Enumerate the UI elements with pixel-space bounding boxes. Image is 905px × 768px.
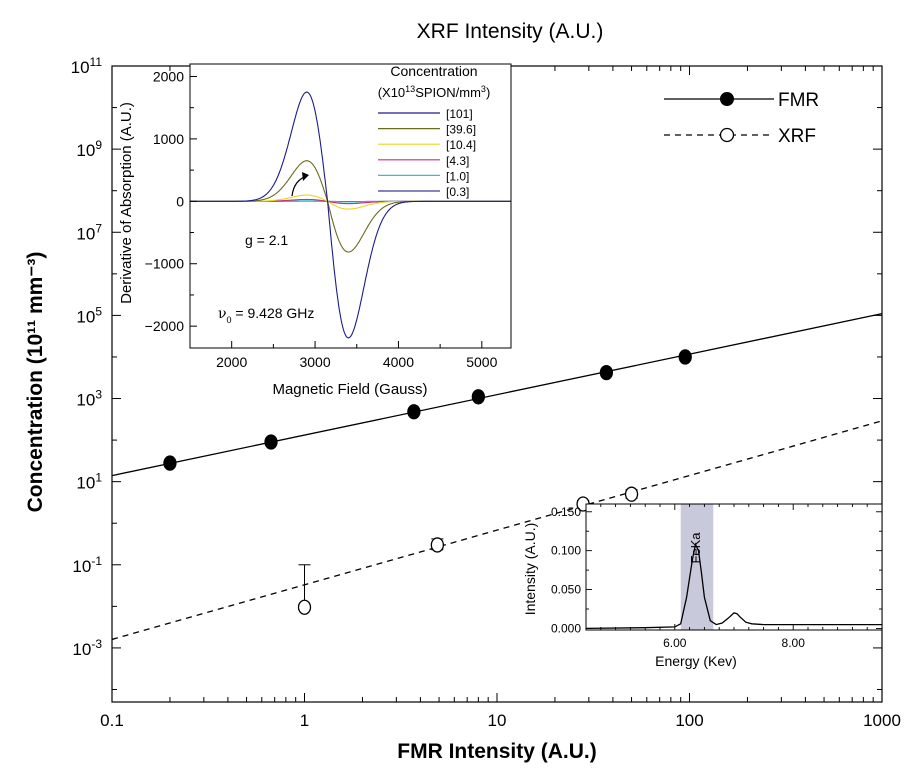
inset-esr-annotations: g = 2.1 ν0 = 9.428 GHz: [218, 172, 314, 325]
fit-line-fmr: [111, 313, 883, 477]
point-fmr: [407, 404, 421, 420]
inset-esr-legend-subtitle: (X1013SPION/mm3): [378, 84, 491, 100]
inset-esr-legend-label: [101]: [446, 107, 473, 121]
fit-lines: [111, 313, 883, 641]
y-axis-label: Concentration (10¹¹ mm⁻³): [24, 252, 47, 513]
esr-curve: [190, 91, 511, 339]
main-y-tick-label: 10-3: [72, 637, 102, 659]
inset-esr-legend-title: Concentration: [390, 63, 477, 79]
inset-esr-plot: 2000 3000 4000 5000 2000 1000 0 −1000 −2000 Mag…: [118, 63, 512, 398]
point-fmr: [678, 349, 692, 365]
inset-esr-x-tick-label: 5000: [466, 354, 497, 370]
inset-xrf-ticks: [585, 504, 883, 630]
inset-xrf-x-label: Energy (Kev): [655, 653, 737, 669]
main-y-tick-label: 107: [76, 221, 102, 243]
x-axis-label: FMR Intensity (A.U.): [397, 740, 597, 763]
inset-esr-legend-label: [1.0]: [446, 169, 469, 183]
inset-esr-y-tick-label: 1000: [153, 131, 184, 147]
inset-xrf-background: [586, 504, 882, 630]
inset-esr-y-tick-label: 0: [176, 193, 184, 209]
legend: FMR XRF: [664, 90, 819, 147]
inset-esr-legend-label: [4.3]: [446, 154, 469, 168]
main-x-tick-label: 10: [488, 711, 507, 730]
xrf-spectrum-line: [585, 542, 882, 630]
g-factor-annotation: g = 2.1: [245, 232, 288, 248]
inset-esr-y-tick-label: 2000: [153, 68, 184, 84]
point-xrf: [624, 486, 639, 502]
inset-esr-legend-label: [39.6]: [446, 123, 476, 137]
inset-xrf-spectrum: 6.00 8.00 0.000 0.050 0.100 0.150 FeKa Energ…: [522, 503, 883, 669]
inset-xrf-y-tick-label: 0.000: [551, 621, 581, 635]
inset-esr-legend: Concentration (X1013SPION/mm3) [101] [39.…: [378, 63, 491, 199]
inset-esr-y-label: Derivative of Absorption (A.U.): [118, 102, 135, 304]
legend-label-xrf: XRF: [778, 126, 816, 147]
main-y-tick-label: 101: [76, 471, 102, 493]
inset-esr-y-tick-label: −1000: [145, 256, 185, 272]
inset-xrf-x-tick-label: 8.00: [782, 636, 806, 650]
inset-esr-x-label: Magnetic Field (Gauss): [272, 381, 427, 398]
inset-esr-frame: [189, 63, 512, 349]
inset-xrf-x-tick-labels: 6.00 8.00: [663, 636, 805, 650]
main-y-tick-labels: 1011 109 107 105 103 101 10-1 10-3: [71, 55, 103, 659]
main-x-tick-labels: 0.1 1 10 100 1000: [100, 711, 901, 730]
point-fmr: [264, 434, 278, 450]
main-plot: XRF Intensity (A.U.) 0.1 1 10 100 1000 10111…: [24, 20, 901, 763]
g-arrow-head: [302, 172, 309, 181]
inset-xrf-y-tick-labels: 0.000 0.050 0.100 0.150: [551, 505, 581, 636]
inset-esr-ticks: [189, 75, 483, 348]
inset-xrf-y-tick-label: 0.150: [551, 505, 581, 519]
inset-esr-x-tick-label: 4000: [383, 354, 414, 370]
inset-xrf-y-tick-label: 0.050: [551, 583, 581, 597]
main-x-tick-label: 0.1: [100, 711, 124, 730]
main-x-tick-label: 1: [300, 711, 309, 730]
main-x-tick-label: 100: [675, 711, 703, 730]
feka-peak-label: FeKa: [688, 532, 703, 564]
frequency-annotation: ν0 = 9.428 GHz: [218, 305, 314, 325]
main-y-tick-label: 109: [76, 138, 102, 160]
inset-xrf-y-label: Intensity (A.U.): [522, 523, 538, 616]
inset-esr-legend-label: [10.4]: [446, 138, 476, 152]
point-fmr: [471, 389, 485, 405]
inset-esr-x-tick-labels: 2000 3000 4000 5000: [216, 354, 497, 370]
point-fmr: [599, 364, 614, 381]
inset-esr-curves: [190, 91, 511, 339]
main-y-tick-label: 103: [76, 388, 102, 410]
data-points: [163, 349, 692, 615]
point-xrf: [430, 537, 445, 553]
chart-title: XRF Intensity (A.U.): [417, 20, 604, 43]
fit-line-xrf: [111, 420, 883, 641]
point-fmr: [163, 455, 177, 471]
legend-label-fmr: FMR: [778, 90, 819, 111]
inset-esr-y-tick-labels: 2000 1000 0 −1000 −2000: [145, 68, 185, 334]
inset-xrf-y-tick-label: 0.100: [551, 544, 581, 558]
main-y-tick-label: 105: [76, 304, 102, 326]
main-x-tick-label: 1000: [863, 711, 901, 730]
inset-esr-x-tick-label: 3000: [299, 354, 330, 370]
main-y-tick-label: 10-1: [72, 554, 102, 576]
point-xrf: [297, 599, 312, 615]
main-y-tick-label: 1011: [71, 55, 103, 77]
inset-esr-y-tick-label: −2000: [145, 318, 185, 334]
inset-esr-background: [190, 64, 511, 348]
legend-marker-fmr: [720, 92, 734, 106]
legend-marker-xrf: [719, 127, 735, 143]
inset-esr-legend-label: [0.3]: [446, 185, 469, 199]
inset-xrf-x-tick-label: 6.00: [663, 636, 687, 650]
inset-esr-x-tick-label: 2000: [216, 354, 247, 370]
